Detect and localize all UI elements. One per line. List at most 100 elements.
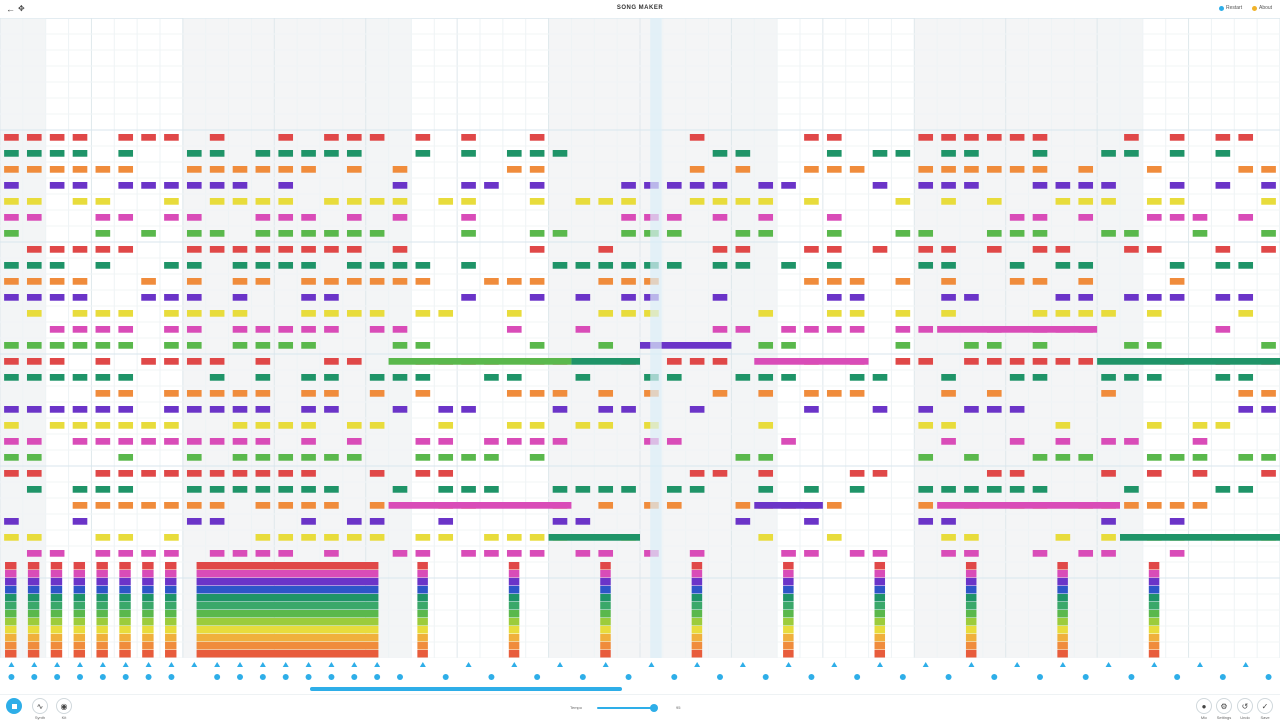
note-cell[interactable]	[346, 358, 362, 365]
note-cell[interactable]	[621, 262, 636, 269]
note-cell[interactable]	[415, 310, 431, 317]
chord-note[interactable]	[874, 634, 886, 642]
note-cell[interactable]	[895, 358, 911, 365]
chord-note[interactable]	[1148, 642, 1160, 650]
note-cell[interactable]	[346, 534, 362, 541]
note-cell[interactable]	[872, 406, 888, 413]
note-cell[interactable]	[1032, 358, 1048, 365]
note-cell[interactable]	[484, 374, 499, 381]
note-cell[interactable]	[781, 182, 796, 189]
note-cell[interactable]	[26, 406, 42, 413]
chord-note[interactable]	[50, 618, 63, 626]
note-cell[interactable]	[4, 214, 19, 221]
chord-note[interactable]	[165, 610, 177, 618]
drum-circle[interactable]	[8, 674, 15, 680]
note-cell[interactable]	[95, 214, 111, 221]
note-cell[interactable]	[232, 486, 248, 493]
chord-note[interactable]	[600, 602, 611, 610]
note-cell[interactable]	[575, 518, 591, 525]
note-cell[interactable]	[369, 134, 385, 141]
note-cell[interactable]	[1124, 438, 1139, 445]
note-cell[interactable]	[438, 534, 454, 541]
note-cell[interactable]	[1261, 342, 1276, 349]
note-cell[interactable]	[735, 262, 751, 269]
note-cell[interactable]	[689, 182, 705, 189]
note-cell[interactable]	[278, 230, 294, 237]
note-cell[interactable]	[346, 246, 362, 253]
note-cell[interactable]	[392, 182, 408, 189]
note-cell[interactable]	[26, 342, 42, 349]
chord-note[interactable]	[50, 570, 63, 578]
note-cell[interactable]	[186, 230, 202, 237]
chord-note[interactable]	[600, 562, 611, 570]
note-cell[interactable]	[72, 166, 88, 173]
drum-triangle[interactable]	[54, 662, 61, 667]
drum-triangle[interactable]	[122, 662, 129, 667]
note-cell[interactable]	[209, 502, 225, 509]
note-cell[interactable]	[461, 198, 476, 205]
note-cell[interactable]	[506, 550, 522, 557]
note-cell[interactable]	[118, 166, 134, 173]
note-cell[interactable]	[1146, 422, 1162, 429]
chord-note[interactable]	[965, 570, 977, 578]
note-cell[interactable]	[209, 134, 225, 141]
note-cell[interactable]	[438, 438, 454, 445]
note-cell[interactable]	[1032, 550, 1048, 557]
note-cell[interactable]	[1261, 230, 1276, 237]
chord-note[interactable]	[1057, 594, 1068, 602]
note-cell[interactable]	[1032, 342, 1048, 349]
note-cell[interactable]	[4, 342, 19, 349]
note-cell[interactable]	[346, 438, 362, 445]
note-cell[interactable]	[278, 262, 294, 269]
note-cell[interactable]	[1192, 454, 1208, 461]
note-cell[interactable]	[918, 502, 934, 509]
note-cell[interactable]	[1032, 310, 1048, 317]
chord-note[interactable]	[73, 634, 86, 642]
note-cell[interactable]	[621, 486, 636, 493]
note-cell[interactable]	[1238, 134, 1254, 141]
note-cell[interactable]	[301, 166, 316, 173]
chord-note[interactable]	[965, 610, 977, 618]
chord-note[interactable]	[783, 642, 794, 650]
note-cell[interactable]	[941, 534, 956, 541]
note-cell[interactable]	[186, 150, 202, 157]
note-cell[interactable]	[278, 502, 294, 509]
note-cell[interactable]	[346, 134, 362, 141]
note-cell[interactable]	[164, 262, 179, 269]
note-cell[interactable]	[575, 326, 591, 333]
chord-note[interactable]	[1148, 562, 1160, 570]
note-cell[interactable]	[1124, 342, 1139, 349]
chord-note[interactable]	[196, 626, 379, 634]
chord-note[interactable]	[1057, 602, 1068, 610]
chord-note[interactable]	[119, 562, 131, 570]
chord-note[interactable]	[508, 562, 520, 570]
note-cell[interactable]	[186, 486, 202, 493]
note-cell[interactable]	[324, 198, 339, 205]
note-cell[interactable]	[186, 342, 202, 349]
note-cell[interactable]	[1192, 422, 1208, 429]
note-cell[interactable]	[484, 550, 499, 557]
note-cell[interactable]	[301, 374, 316, 381]
note-cell[interactable]	[1009, 358, 1025, 365]
drum-triangle[interactable]	[191, 662, 198, 667]
drum-circle[interactable]	[625, 674, 632, 680]
chord-note[interactable]	[874, 578, 886, 586]
note-cell[interactable]	[232, 406, 248, 413]
chord-note[interactable]	[783, 586, 794, 594]
drum-triangle[interactable]	[168, 662, 175, 667]
note-cell[interactable]	[666, 486, 682, 493]
note-cell[interactable]	[804, 166, 819, 173]
note-cell[interactable]	[941, 390, 956, 397]
note-cell[interactable]	[255, 390, 271, 397]
note-cell[interactable]	[232, 166, 248, 173]
note-cell[interactable]	[49, 246, 65, 253]
note-cell[interactable]	[4, 534, 19, 541]
note-cell[interactable]	[918, 406, 934, 413]
chord-note[interactable]	[783, 634, 794, 642]
note-cell[interactable]	[1101, 198, 1116, 205]
note-cell[interactable]	[4, 134, 19, 141]
chord-note[interactable]	[119, 578, 131, 586]
note-cell[interactable]	[415, 150, 431, 157]
chord-note[interactable]	[50, 578, 63, 586]
note-cell[interactable]	[758, 390, 774, 397]
